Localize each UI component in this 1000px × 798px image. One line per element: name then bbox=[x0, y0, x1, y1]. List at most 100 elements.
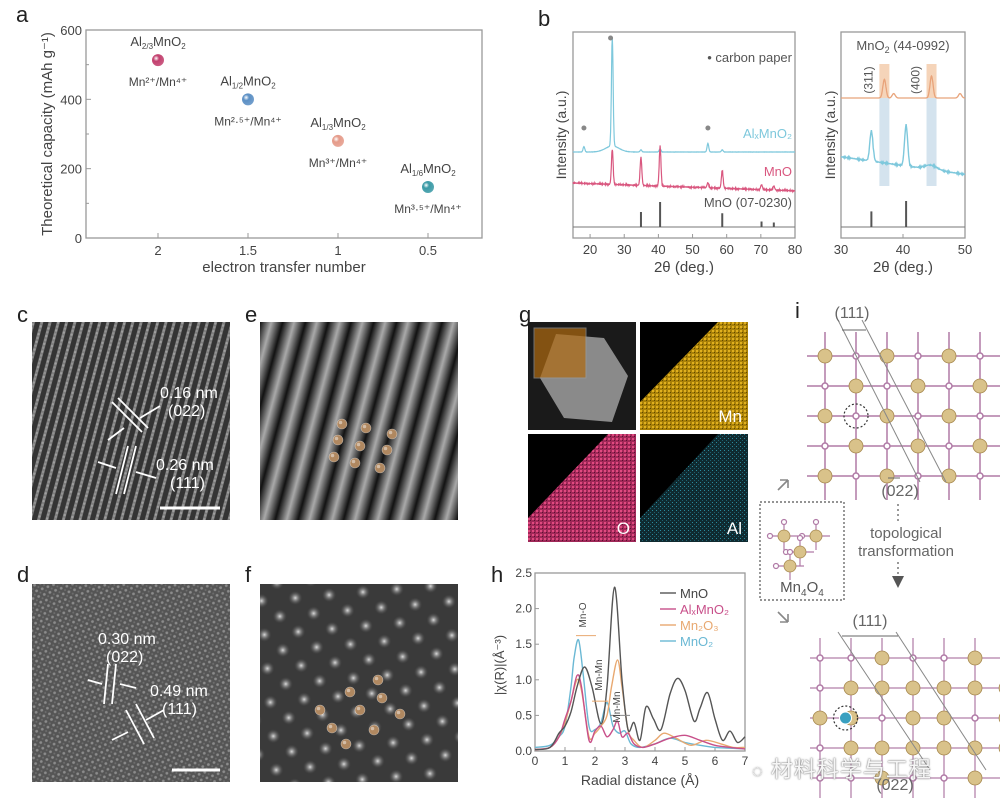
o-atom bbox=[883, 442, 891, 450]
mn-atom bbox=[793, 545, 807, 559]
h-line-almno bbox=[534, 674, 746, 751]
cluster-box bbox=[759, 501, 845, 601]
cluster-label: Mn4O4 bbox=[780, 579, 824, 599]
h-annotation-mn-mn-2: Mn-Mn bbox=[612, 691, 623, 722]
e-atom bbox=[354, 440, 366, 452]
mn-atom bbox=[848, 438, 864, 454]
f-atom-highlight bbox=[328, 724, 333, 729]
h-line-mno bbox=[534, 586, 746, 751]
c-plane-2: (111) bbox=[170, 475, 205, 492]
c-spacing-2: 0.26 nm bbox=[156, 457, 214, 474]
o-atom bbox=[909, 774, 917, 782]
d-spacing-2: 0.49 nm bbox=[150, 683, 208, 700]
o-atom bbox=[847, 654, 855, 662]
plane-line bbox=[837, 631, 931, 771]
e-atom bbox=[336, 418, 348, 430]
mn-atom bbox=[936, 710, 952, 726]
mn-atom bbox=[843, 680, 859, 696]
e-atom-highlight bbox=[362, 424, 367, 429]
a-point-couple: Mn³·⁵⁺/Mn⁴⁺ bbox=[394, 202, 461, 216]
f-atom bbox=[354, 704, 366, 716]
crystal-structure-i: (111) (022) topological transformation M… bbox=[759, 305, 1000, 798]
a-ytick-label: 200 bbox=[60, 162, 82, 177]
f-atom-highlight bbox=[378, 694, 383, 699]
o-atom bbox=[821, 442, 829, 450]
i-process-line2: transformation bbox=[858, 543, 954, 560]
mn4o4-cluster bbox=[766, 518, 830, 580]
chart-h-ylabel: |χ(R)|(Å⁻³) bbox=[492, 635, 507, 695]
e-atom bbox=[349, 457, 361, 469]
mn-atom bbox=[809, 529, 823, 543]
f-atom bbox=[372, 674, 384, 686]
b2-band-top bbox=[926, 64, 937, 98]
o-atom bbox=[945, 382, 953, 390]
i-process-line1: topological bbox=[870, 525, 942, 542]
b2-band-label: (311) bbox=[861, 66, 875, 93]
mn-atom bbox=[972, 378, 988, 394]
b1-xtick-label: 40 bbox=[651, 242, 665, 257]
e-atom bbox=[374, 462, 386, 474]
chart-h-xlabel: Radial distance (Å) bbox=[581, 772, 699, 788]
o-atom bbox=[766, 532, 774, 540]
chart-b1-xlabel: 2θ (deg.) bbox=[654, 259, 714, 276]
a-point-couple: Mn²⁺/Mn⁴⁺ bbox=[129, 75, 188, 89]
f-atom-highlight bbox=[370, 726, 375, 731]
filtered-image-f bbox=[260, 584, 458, 782]
chart-b2-xlabel: 2θ (deg.) bbox=[873, 259, 933, 276]
b1-carbon-marker bbox=[608, 35, 614, 41]
d-plane-2: (111) bbox=[162, 701, 197, 718]
o-atom bbox=[816, 654, 824, 662]
b2-band-label: (400) bbox=[909, 66, 923, 94]
chart-a-capacity: Theoretical capacity (mAh g⁻¹) electron … bbox=[39, 23, 483, 276]
chart-b1-legend: • carbon paper bbox=[707, 50, 792, 65]
o-atom bbox=[940, 654, 948, 662]
mn-atom bbox=[783, 559, 797, 573]
h-ytick-label: 1.0 bbox=[515, 673, 532, 687]
chart-b2-ylabel: Intensity (a.u.) bbox=[822, 91, 838, 180]
chart-h-exafs: |χ(R)|(Å⁻³) Radial distance (Å) 0 1 2 3 4 5 6 7… bbox=[492, 566, 749, 788]
o-atom bbox=[847, 774, 855, 782]
h-legend-label: AlₓMnO₂ bbox=[680, 602, 729, 617]
chart-b1-frame bbox=[572, 31, 796, 239]
mn-atom bbox=[967, 740, 983, 756]
a-point-formula: Al2/3MnO2 bbox=[130, 34, 186, 51]
a-data-point bbox=[422, 181, 434, 194]
a-xtick-label: 1.5 bbox=[239, 243, 257, 258]
hrtem-image-d: 0.30 nm (022) 0.49 nm (111) bbox=[32, 584, 230, 782]
f-atom-highlight bbox=[342, 740, 347, 745]
plane-line bbox=[837, 319, 921, 483]
o-atom bbox=[914, 352, 922, 360]
h-legend-label: Mn₂O₃ bbox=[680, 618, 719, 633]
b2-band-bottom bbox=[926, 98, 937, 186]
atom-overlay-f bbox=[314, 674, 406, 750]
o-atom bbox=[976, 352, 984, 360]
atom-overlay-e bbox=[328, 418, 398, 474]
panel-label-f: f bbox=[245, 562, 252, 587]
chart-a-ylabel: Theoretical capacity (mAh g⁻¹) bbox=[39, 32, 56, 236]
chart-b-xrd-full: Intensity (a.u.) 2θ (deg.) • carbon pape… bbox=[553, 31, 802, 276]
h-ytick-label: 2.0 bbox=[515, 602, 532, 616]
panel-label-d: d bbox=[17, 562, 30, 587]
eds-map-mn bbox=[640, 322, 748, 430]
b1-xtick-label: 80 bbox=[788, 242, 802, 257]
mn-atom bbox=[874, 680, 890, 696]
e-atom-highlight bbox=[338, 420, 343, 425]
o-atom bbox=[976, 472, 984, 480]
mn-atom bbox=[910, 438, 926, 454]
e-atom-highlight bbox=[383, 446, 388, 451]
hrtem-image-c: 0.16 nm (022) 0.26 nm (111) bbox=[32, 322, 230, 520]
mn-atom bbox=[905, 710, 921, 726]
b2-xtick-label: 50 bbox=[958, 242, 972, 257]
arrow-up-icon bbox=[777, 479, 789, 491]
o-atom bbox=[878, 714, 886, 722]
a-ytick-label: 400 bbox=[60, 92, 82, 107]
o-atom bbox=[883, 382, 891, 390]
eds-label-mn: Mn bbox=[718, 407, 742, 426]
e-atom bbox=[328, 451, 340, 463]
h-annotation-mn-o: Mn-O bbox=[578, 602, 589, 627]
a-point-couple: Mn²·⁵⁺/Mn⁴⁺ bbox=[214, 114, 281, 128]
mn-atom bbox=[905, 680, 921, 696]
o-atom bbox=[816, 774, 824, 782]
h-ytick-label: 1.5 bbox=[515, 637, 532, 651]
f-atom bbox=[368, 724, 380, 736]
